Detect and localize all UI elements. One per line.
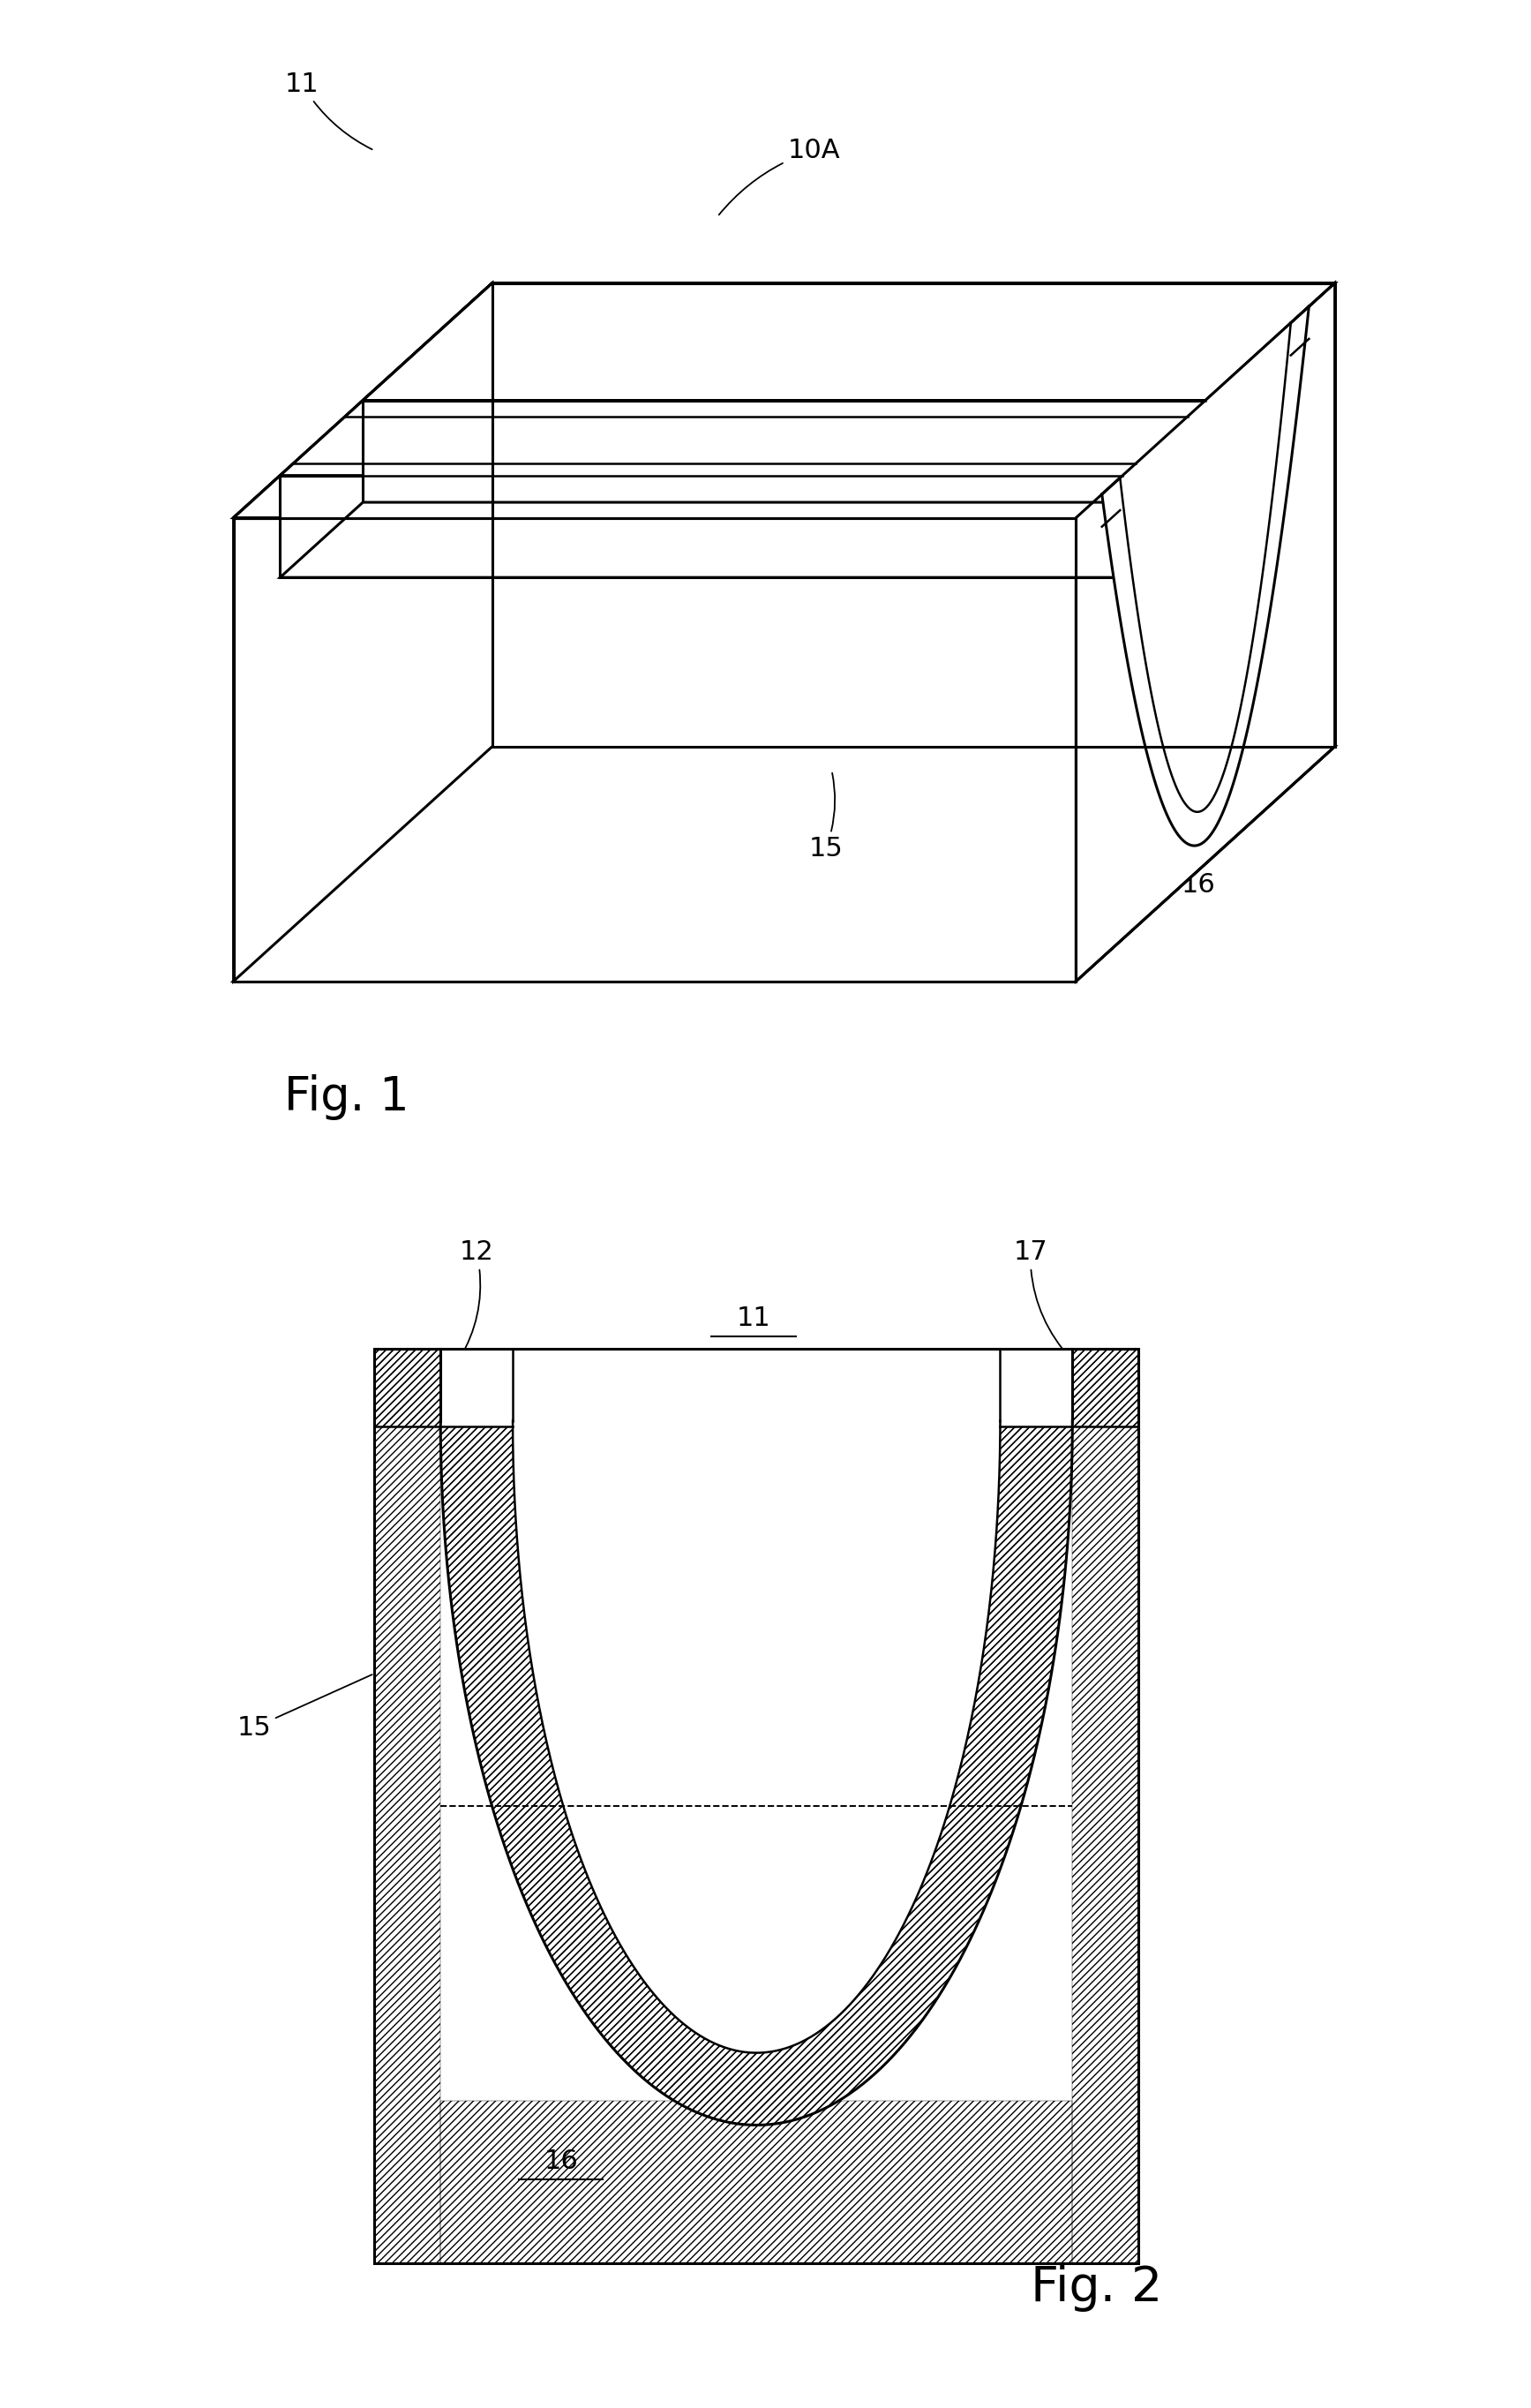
Text: 12: 12	[1032, 349, 1119, 431]
Text: 17: 17	[1014, 1240, 1070, 1358]
Polygon shape	[363, 282, 1335, 400]
Text: 12A: 12A	[715, 1710, 767, 1734]
Polygon shape	[441, 1348, 519, 1426]
Text: 16: 16	[1153, 826, 1216, 898]
Text: -14: -14	[857, 1534, 968, 1763]
Polygon shape	[234, 746, 1335, 982]
Text: 15: 15	[808, 773, 842, 862]
Polygon shape	[280, 474, 1122, 578]
Text: 11: 11	[736, 1305, 770, 1332]
Text: 11: 11	[285, 72, 372, 149]
Polygon shape	[994, 1348, 1072, 1426]
Polygon shape	[1102, 306, 1309, 845]
Text: Fig. 2: Fig. 2	[1030, 2264, 1162, 2312]
Text: Fig. 1: Fig. 1	[285, 1074, 409, 1120]
Polygon shape	[441, 1348, 1072, 2124]
Polygon shape	[363, 400, 1205, 503]
Polygon shape	[234, 282, 1335, 518]
Polygon shape	[1076, 282, 1335, 982]
Polygon shape	[280, 503, 1205, 578]
Polygon shape	[234, 474, 1122, 518]
Text: 15: 15	[237, 1674, 372, 1741]
Text: 17: 17	[1213, 498, 1306, 559]
Polygon shape	[234, 282, 493, 982]
Polygon shape	[513, 1348, 1000, 2052]
Text: 10A: 10A	[720, 137, 841, 214]
Polygon shape	[234, 518, 1076, 982]
Text: 16: 16	[544, 2148, 579, 2174]
Polygon shape	[1121, 323, 1291, 811]
Text: 12: 12	[459, 1240, 493, 1358]
